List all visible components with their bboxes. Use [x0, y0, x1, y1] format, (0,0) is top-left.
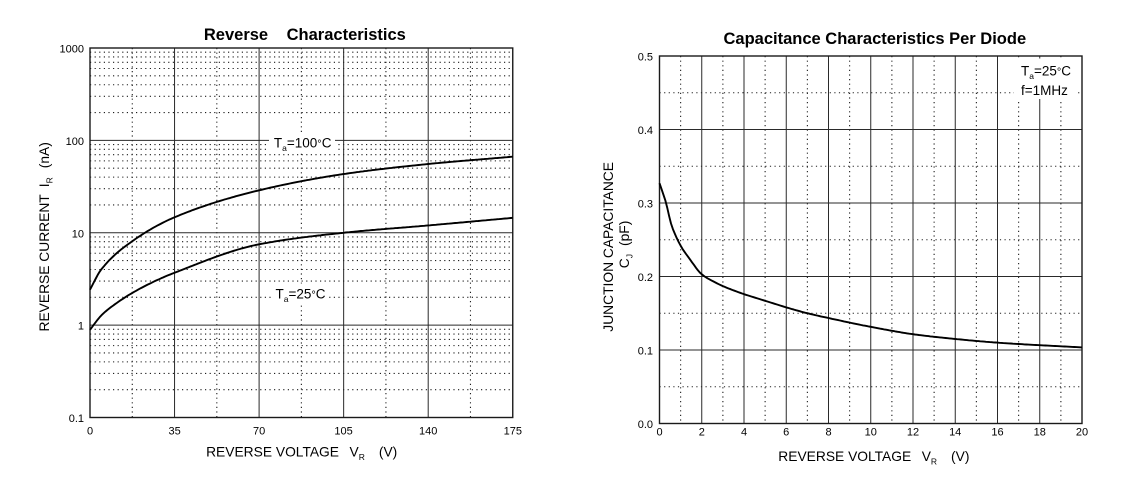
svg-text:1: 1: [78, 321, 84, 333]
svg-text:8: 8: [825, 427, 831, 439]
svg-text:18: 18: [1034, 427, 1046, 439]
svg-text:14: 14: [949, 427, 961, 439]
svg-text:20: 20: [1076, 427, 1088, 439]
svg-text:JUNCTION CAPACITANCE: JUNCTION CAPACITANCE: [601, 162, 616, 332]
svg-text:4: 4: [741, 427, 747, 439]
svg-text:0.0: 0.0: [638, 419, 653, 431]
svg-text:0.3: 0.3: [638, 199, 653, 211]
svg-text:0.4: 0.4: [638, 125, 653, 137]
svg-text:1000: 1000: [60, 44, 84, 56]
svg-text:Ta=100°C: Ta=100°C: [274, 136, 332, 154]
svg-text:Capacitance Characteristics Pe: Capacitance Characteristics Per Diode: [724, 30, 1027, 48]
svg-text:0.2: 0.2: [638, 272, 653, 284]
svg-text:10: 10: [72, 228, 84, 240]
svg-text:6: 6: [783, 427, 789, 439]
svg-text:105: 105: [334, 426, 352, 438]
svg-text:2: 2: [699, 427, 705, 439]
svg-text:CJ(pF): CJ(pF): [617, 221, 635, 269]
svg-text:140: 140: [419, 426, 437, 438]
svg-text:Ta=25°C: Ta=25°C: [1021, 64, 1071, 82]
svg-text:175: 175: [504, 426, 522, 438]
svg-text:70: 70: [253, 426, 265, 438]
svg-text:f=1MHz: f=1MHz: [1021, 83, 1068, 98]
svg-text:0: 0: [87, 426, 93, 438]
svg-text:12: 12: [907, 427, 919, 439]
svg-text:Ta=25°C: Ta=25°C: [276, 286, 326, 304]
svg-text:0.5: 0.5: [638, 52, 653, 64]
svg-text:10: 10: [865, 427, 877, 439]
svg-text:16: 16: [991, 427, 1003, 439]
svg-text:35: 35: [168, 426, 180, 438]
svg-text:100: 100: [66, 136, 84, 148]
svg-text:0.1: 0.1: [638, 346, 653, 358]
svg-text:0: 0: [656, 427, 662, 439]
svg-text:0.1: 0.1: [69, 413, 84, 425]
